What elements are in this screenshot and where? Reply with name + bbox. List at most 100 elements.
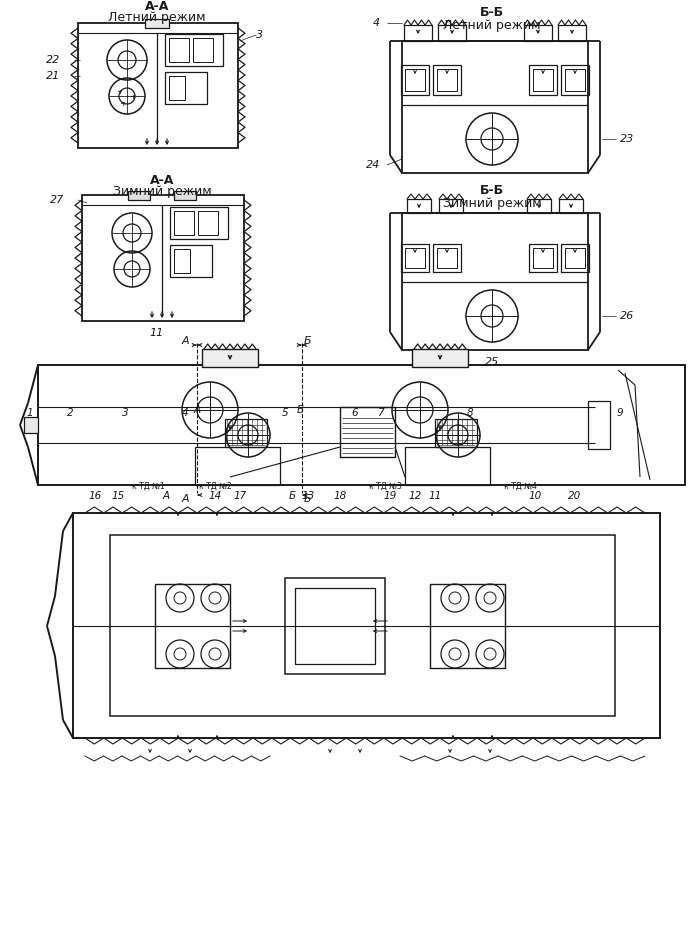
Text: к ТД №2: к ТД №2 xyxy=(199,481,232,491)
Text: 4: 4 xyxy=(373,18,380,28)
Bar xyxy=(533,69,553,91)
Bar xyxy=(433,244,461,272)
Text: к ТД №1: к ТД №1 xyxy=(132,481,164,491)
Bar xyxy=(78,23,238,148)
Bar xyxy=(145,19,169,28)
Text: 23: 23 xyxy=(620,134,634,144)
Bar xyxy=(412,349,468,367)
Bar xyxy=(437,69,457,91)
Bar xyxy=(529,65,557,95)
Bar xyxy=(405,248,425,268)
Text: Летний режим: Летний режим xyxy=(108,11,206,24)
Bar xyxy=(38,365,685,485)
Text: 25: 25 xyxy=(485,357,499,367)
Bar xyxy=(193,38,213,62)
Bar xyxy=(561,244,589,272)
Bar xyxy=(195,447,280,485)
Bar xyxy=(174,249,190,273)
Bar xyxy=(439,199,463,213)
Bar xyxy=(295,588,375,664)
Text: 20: 20 xyxy=(568,491,582,501)
Text: 7: 7 xyxy=(377,408,384,418)
Text: Б: Б xyxy=(303,494,311,504)
Bar xyxy=(430,584,505,668)
Bar xyxy=(437,248,457,268)
Bar xyxy=(533,248,553,268)
Text: к ТД №3: к ТД №3 xyxy=(369,481,401,491)
Text: 9: 9 xyxy=(617,408,623,418)
Text: А: А xyxy=(181,494,189,504)
Bar xyxy=(433,65,461,95)
Bar xyxy=(340,407,395,457)
Text: А: А xyxy=(193,405,201,415)
Bar xyxy=(73,513,660,738)
Bar xyxy=(202,349,258,367)
Bar xyxy=(174,211,194,235)
Bar xyxy=(170,245,212,277)
Text: 2: 2 xyxy=(66,408,74,418)
Text: А: А xyxy=(162,491,169,501)
Text: 19: 19 xyxy=(384,491,397,501)
Bar xyxy=(174,191,196,200)
Bar xyxy=(588,401,610,449)
Bar xyxy=(559,199,583,213)
Text: 10: 10 xyxy=(528,491,542,501)
Bar xyxy=(405,447,490,485)
Text: 11: 11 xyxy=(150,328,164,338)
Text: 4: 4 xyxy=(182,408,188,418)
Bar xyxy=(558,25,586,41)
Bar xyxy=(169,76,185,100)
Text: 24: 24 xyxy=(365,160,380,170)
Text: Б: Б xyxy=(296,405,304,415)
Text: 26: 26 xyxy=(620,311,634,321)
Text: 8: 8 xyxy=(467,408,473,418)
Text: Б: Б xyxy=(288,491,295,501)
Bar xyxy=(110,535,615,716)
Text: А-А: А-А xyxy=(150,174,174,187)
Text: 18: 18 xyxy=(333,491,346,501)
Bar xyxy=(565,248,585,268)
Text: 13: 13 xyxy=(302,491,314,501)
Text: А: А xyxy=(181,336,189,346)
Text: к ТД №4: к ТД №4 xyxy=(503,481,536,491)
Bar xyxy=(128,191,150,200)
Bar xyxy=(529,244,557,272)
Text: 6: 6 xyxy=(351,408,358,418)
Text: Б: Б xyxy=(303,336,311,346)
Bar xyxy=(407,199,431,213)
Text: Зимний режим: Зимний режим xyxy=(442,197,541,210)
Text: 11: 11 xyxy=(428,491,442,501)
Text: 1: 1 xyxy=(27,408,34,418)
Bar xyxy=(165,34,223,66)
Text: 16: 16 xyxy=(88,491,102,501)
Text: 3: 3 xyxy=(256,30,264,40)
Text: 17: 17 xyxy=(233,491,246,501)
Bar xyxy=(198,211,218,235)
Text: 14: 14 xyxy=(209,491,222,501)
Bar xyxy=(561,65,589,95)
Bar xyxy=(225,419,267,447)
Bar xyxy=(524,25,552,41)
Bar xyxy=(285,578,385,674)
Bar xyxy=(435,419,477,447)
Bar xyxy=(402,41,588,173)
Bar xyxy=(565,69,585,91)
Bar xyxy=(155,584,230,668)
Text: Летний режим: Летний режим xyxy=(443,19,541,32)
Bar xyxy=(405,69,425,91)
Text: 22: 22 xyxy=(46,55,60,65)
Text: 3: 3 xyxy=(122,408,128,418)
Bar xyxy=(527,199,551,213)
Bar xyxy=(438,25,466,41)
Bar xyxy=(24,417,38,433)
Bar xyxy=(401,244,429,272)
Text: 15: 15 xyxy=(111,491,125,501)
Text: Б-Б: Б-Б xyxy=(480,7,504,20)
Text: Зимний режим: Зимний режим xyxy=(113,186,211,199)
Bar xyxy=(165,72,207,104)
Text: А-А: А-А xyxy=(145,0,169,12)
Text: 27: 27 xyxy=(50,195,64,205)
Text: 12: 12 xyxy=(408,491,421,501)
Text: 21: 21 xyxy=(46,71,60,81)
Bar xyxy=(401,65,429,95)
